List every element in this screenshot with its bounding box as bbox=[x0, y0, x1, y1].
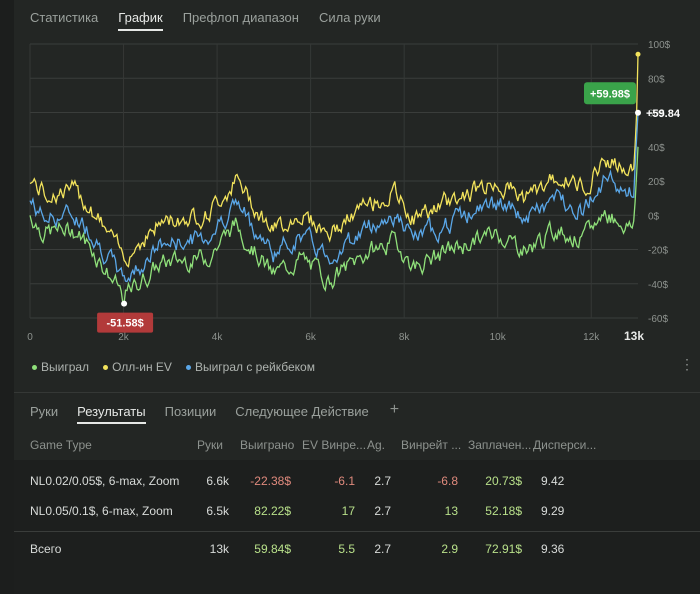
cell-dispersion: 9.29 bbox=[541, 504, 565, 518]
more-options-icon[interactable]: ⋮ bbox=[680, 356, 694, 372]
tab-hand-strength[interactable]: Сила руки bbox=[318, 10, 381, 25]
legend-item-won-rakeback[interactable]: Выиграл с рейкбеком bbox=[185, 360, 315, 374]
y-tick-label: 100$ bbox=[648, 40, 671, 51]
x-tick-label: 2k bbox=[118, 332, 130, 343]
min-label: -51.58$ bbox=[106, 318, 143, 330]
table-header: Game Type Руки Выиграно EV Винре... Ag. … bbox=[0, 438, 700, 458]
cell-won: 59.84$ bbox=[254, 542, 291, 556]
y-tick-label: -40$ bbox=[648, 280, 668, 291]
tab-next-action[interactable]: Следующее Действие bbox=[235, 404, 369, 419]
y-tick-label: 0$ bbox=[648, 211, 660, 222]
sub-tabs: Руки Результаты Позиции Следующее Действ… bbox=[30, 401, 400, 424]
cell-won: 82.22$ bbox=[254, 504, 291, 518]
total-divider bbox=[14, 531, 700, 532]
col-dispersion[interactable]: Дисперси... bbox=[533, 438, 597, 452]
col-ag[interactable]: Ag. bbox=[367, 438, 386, 452]
y-tick-label: -20$ bbox=[648, 246, 668, 257]
left-edge bbox=[0, 0, 14, 594]
cell-hands: 13k bbox=[209, 542, 229, 556]
x-tick-label: 10k bbox=[490, 332, 507, 343]
cell-paid: 20.73$ bbox=[485, 474, 522, 488]
cell-ev-winrate: 5.5 bbox=[338, 542, 355, 556]
cell-ev-winrate: 17 bbox=[341, 504, 355, 518]
x-tick-label: 13k bbox=[624, 329, 644, 343]
x-tick-label: 6k bbox=[305, 332, 317, 343]
series-line-won bbox=[29, 146, 639, 306]
x-tick-label: 0 bbox=[27, 332, 33, 343]
top-tabs: Статистика График Префлоп диапазон Сила … bbox=[30, 10, 401, 31]
cell-winrate: 2.9 bbox=[441, 542, 458, 556]
cell-ag: 2.7 bbox=[374, 474, 391, 488]
cell-paid: 52.18$ bbox=[485, 504, 522, 518]
min-label-box bbox=[97, 312, 154, 333]
y-tick-label: 60$ bbox=[648, 109, 665, 120]
cell-total-label: Всего bbox=[30, 542, 62, 556]
table-body bbox=[14, 460, 700, 594]
series-line-allin-ev bbox=[29, 54, 639, 268]
table-row[interactable]: NL0.02/0.05$, 6-max, Zoom 6.6k -22.38$ -… bbox=[0, 474, 700, 498]
y-tick-label: 80$ bbox=[648, 74, 665, 85]
x-tick-label: 4k bbox=[212, 332, 224, 343]
end-point-allin bbox=[635, 51, 641, 57]
legend-item-allin-ev[interactable]: Олл-ин EV bbox=[103, 360, 172, 374]
cell-hands: 6.5k bbox=[206, 504, 229, 518]
max-label: +59.98$ bbox=[590, 88, 630, 100]
winnings-chart[interactable]: 100$ 80$ 60$ 40$ 20$ 0$ -20$ -40$ -60$ 0 2k 4k 6k 8k 1… bbox=[20, 36, 680, 346]
cell-hands: 6.6k bbox=[206, 474, 229, 488]
min-point bbox=[121, 300, 128, 307]
col-ev-winrate[interactable]: EV Винре... bbox=[302, 438, 367, 452]
col-hands[interactable]: Руки bbox=[197, 438, 223, 452]
col-game-type[interactable]: Game Type bbox=[30, 438, 92, 452]
x-tick-label: 8k bbox=[399, 332, 411, 343]
y-tick-label: 20$ bbox=[648, 177, 665, 188]
chart-legend: Выиграл Олл-ин EV Выиграл с рейкбеком bbox=[32, 360, 315, 374]
cell-ev-winrate: -6.1 bbox=[334, 474, 355, 488]
cell-game-type: NL0.02/0.05$, 6-max, Zoom bbox=[30, 474, 180, 488]
tab-hands[interactable]: Руки bbox=[30, 404, 59, 419]
table-total-row: Всего 13k 59.84$ 5.5 2.7 2.9 72.91$ 9.36 bbox=[0, 542, 700, 566]
add-tab-icon[interactable]: + bbox=[389, 401, 400, 418]
col-paid[interactable]: Заплачен... bbox=[468, 438, 532, 452]
tab-graph[interactable]: График bbox=[118, 10, 163, 31]
tab-results[interactable]: Результаты bbox=[77, 404, 146, 424]
legend-item-won[interactable]: Выиграл bbox=[32, 360, 89, 374]
cell-ag: 2.7 bbox=[374, 504, 391, 518]
max-label-box bbox=[584, 82, 636, 105]
tab-positions[interactable]: Позиции bbox=[164, 404, 217, 419]
col-won[interactable]: Выиграно bbox=[240, 438, 295, 452]
end-label: +59.84$ bbox=[646, 108, 680, 120]
end-point-rakeback bbox=[635, 109, 641, 116]
cell-dispersion: 9.36 bbox=[541, 542, 565, 556]
tab-statistics[interactable]: Статистика bbox=[30, 10, 99, 25]
cell-game-type: NL0.05/0.1$, 6-max, Zoom bbox=[30, 504, 173, 518]
table-row[interactable]: NL0.05/0.1$, 6-max, Zoom 6.5k 82.22$ 17 … bbox=[0, 504, 700, 528]
cell-dispersion: 9.42 bbox=[541, 474, 565, 488]
cell-winrate: 13 bbox=[444, 504, 458, 518]
series-line-won-rakeback bbox=[29, 112, 639, 283]
cell-won: -22.38$ bbox=[250, 474, 291, 488]
section-divider bbox=[14, 392, 700, 393]
tab-preflop-range[interactable]: Префлоп диапазон bbox=[182, 10, 299, 25]
cell-winrate: -6.8 bbox=[437, 474, 458, 488]
col-winrate[interactable]: Винрейт ... bbox=[401, 438, 462, 452]
y-tick-label: -60$ bbox=[648, 314, 668, 325]
cell-ag: 2.7 bbox=[374, 542, 391, 556]
cell-paid: 72.91$ bbox=[485, 542, 522, 556]
y-tick-label: 40$ bbox=[648, 143, 665, 154]
x-tick-label: 12k bbox=[583, 332, 600, 343]
